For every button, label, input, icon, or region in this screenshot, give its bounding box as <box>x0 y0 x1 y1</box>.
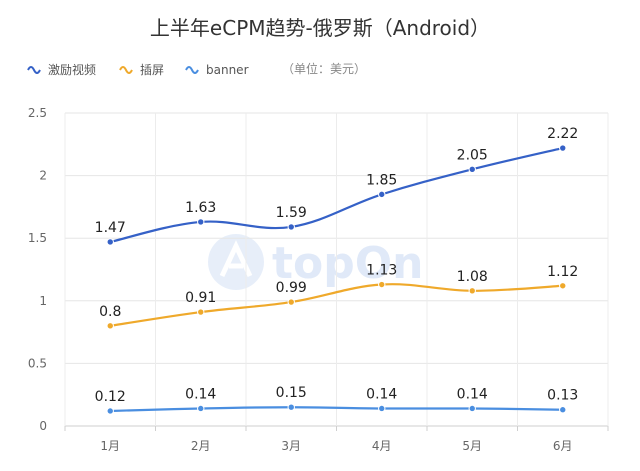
data-label-2-0: 0.12 <box>95 389 126 405</box>
y-tick-label-0: 0 <box>39 419 47 433</box>
series-1: 0.8 0.91 0.99 1.13 1.08 1.12 <box>99 263 578 330</box>
data-label-1-3: 1.13 <box>366 263 397 279</box>
watermark-logo-mark <box>219 240 253 278</box>
y-tick-label-5: 2.5 <box>28 106 47 120</box>
unit-note: （单位：美元） <box>282 61 366 76</box>
data-label-1-5: 1.12 <box>547 264 578 280</box>
y-tick-label-1: 0.5 <box>28 356 47 370</box>
data-label-2-5: 0.13 <box>547 388 578 404</box>
data-point-0-1[interactable] <box>197 218 205 226</box>
grid <box>64 112 609 427</box>
y-tick-label-2: 1 <box>39 294 47 308</box>
x-tick-label-1: 2月 <box>191 439 211 453</box>
series-2: 0.12 0.14 0.15 0.14 0.14 0.13 <box>95 385 578 415</box>
data-label-1-0: 0.8 <box>99 304 121 320</box>
data-label-2-2: 0.15 <box>276 385 307 401</box>
data-point-0-3[interactable] <box>378 190 386 199</box>
legend: 激励视频 插屏 banner <box>27 62 249 77</box>
x-tick-label-3: 4月 <box>372 439 392 453</box>
legend-label-0[interactable]: 激励视频 <box>48 62 96 77</box>
data-point-0-0[interactable] <box>106 238 114 246</box>
data-point-0-4[interactable] <box>468 165 476 174</box>
data-label-1-4: 1.08 <box>457 269 488 285</box>
x-tick-label-5: 6月 <box>553 439 573 453</box>
legend-swatch-0[interactable] <box>27 66 41 74</box>
data-label-0-1: 1.63 <box>185 200 216 216</box>
x-tick-label-2: 3月 <box>281 439 301 453</box>
data-label-1-1: 0.91 <box>185 290 216 306</box>
series-0: 1.47 1.63 1.59 1.85 2.05 2.22 <box>95 126 578 246</box>
data-label-2-4: 0.14 <box>457 386 488 402</box>
data-label-0-0: 1.47 <box>95 220 126 236</box>
watermark: topOn <box>208 234 424 290</box>
data-point-1-0[interactable] <box>106 322 114 330</box>
x-tick-label-0: 1月 <box>100 439 120 453</box>
x-tick-label-4: 5月 <box>462 439 482 453</box>
legend-swatch-1[interactable] <box>119 66 133 74</box>
y-tick-label-3: 1.5 <box>28 231 47 245</box>
legend-label-1[interactable]: 插屏 <box>140 63 164 77</box>
data-point-1-5[interactable] <box>559 282 567 290</box>
data-label-0-5: 2.22 <box>547 126 578 142</box>
data-label-1-2: 0.99 <box>276 280 307 296</box>
data-label-2-3: 0.14 <box>366 386 397 402</box>
data-point-2-0[interactable] <box>106 407 114 415</box>
data-point-2-2[interactable] <box>287 403 295 411</box>
data-point-2-4[interactable] <box>468 404 476 413</box>
data-label-2-1: 0.14 <box>185 386 216 402</box>
legend-label-2[interactable]: banner <box>206 63 249 77</box>
data-point-2-3[interactable] <box>378 404 386 413</box>
series-layer: 1.47 1.63 1.59 1.85 2.05 2.22 0.8 0.91 0.99 1.13 1… <box>95 126 578 415</box>
data-point-0-2[interactable] <box>287 223 295 231</box>
series-line-1 <box>110 283 563 327</box>
data-label-0-2: 1.59 <box>276 205 307 221</box>
data-label-0-4: 2.05 <box>457 147 488 163</box>
data-point-2-1[interactable] <box>197 404 205 413</box>
data-point-2-5[interactable] <box>559 406 567 414</box>
chart-title: 上半年eCPM趋势-俄罗斯（Android） <box>150 16 490 40</box>
legend-swatch-2[interactable] <box>185 66 199 74</box>
data-point-1-3[interactable] <box>378 280 386 289</box>
data-label-0-3: 1.85 <box>366 172 397 188</box>
series-line-2 <box>110 406 563 413</box>
series-line-0 <box>110 146 564 244</box>
watermark-text: topOn <box>272 238 424 289</box>
data-point-0-5[interactable] <box>559 144 567 152</box>
y-tick-label-4: 2 <box>39 169 47 183</box>
data-point-1-1[interactable] <box>197 308 205 316</box>
data-point-1-2[interactable] <box>287 298 295 306</box>
axes: 0 0.5 1 1.5 2 2.5 1月 2月 3月 4月 5月 6月 <box>28 106 609 453</box>
data-point-1-4[interactable] <box>468 287 476 295</box>
